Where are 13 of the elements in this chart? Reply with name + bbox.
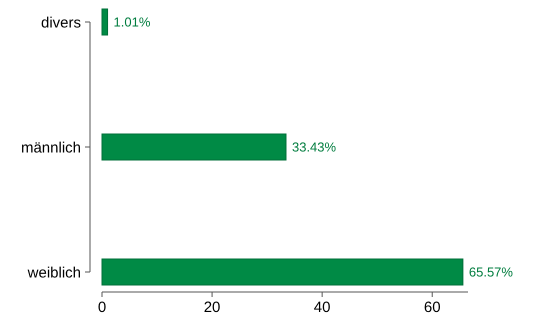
data-label: 1.01% [114, 14, 151, 30]
y-tick-label: weiblich [26, 264, 81, 282]
y-tick-label: männlich [20, 139, 81, 156]
bar [102, 8, 108, 36]
data-label: 65.57% [468, 264, 514, 280]
bar [102, 258, 464, 286]
y-tick-label: divers [40, 14, 81, 32]
data-label: 33.43% [292, 140, 337, 155]
x-tick-label: 40 [314, 299, 330, 316]
bar [102, 134, 286, 160]
x-tick-label: 60 [424, 299, 441, 316]
x-tick-label: 20 [204, 299, 220, 316]
x-tick-label: 0 [98, 299, 106, 316]
